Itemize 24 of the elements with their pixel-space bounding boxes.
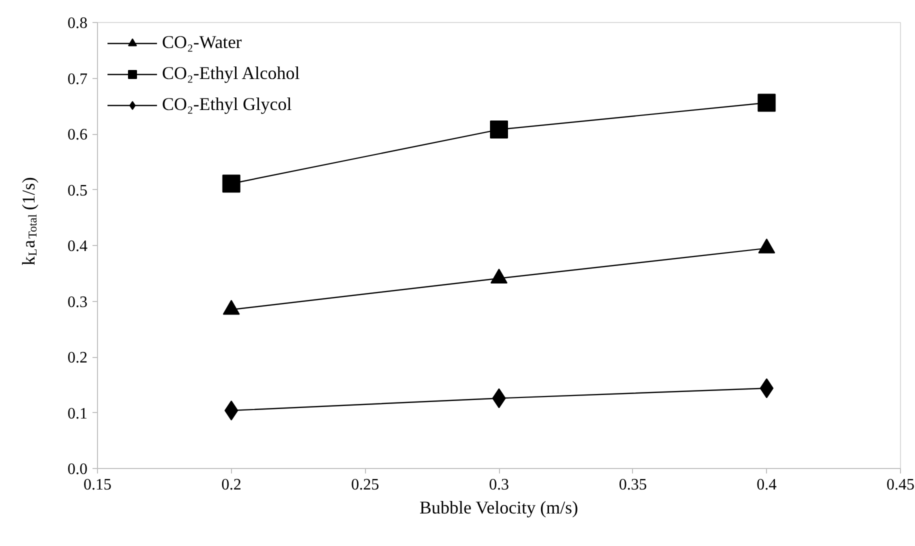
x-tick-label: 0.35 [618, 476, 647, 494]
legend-label: CO₂-Ethyl Glycol [162, 94, 292, 115]
point [222, 174, 240, 193]
x-tick-label: 0.25 [351, 476, 380, 494]
y-tick-label: 0.3 [68, 294, 88, 311]
y-tick-label: 0.7 [68, 70, 88, 88]
x-tick-label: 0.4 [756, 476, 777, 494]
point [490, 120, 508, 139]
legend-label: CO₂-Ethyl Alcohol [162, 63, 300, 84]
y-tick-label: 0.1 [68, 405, 88, 422]
y-axis-title: kLaTotal (1/s) [18, 177, 40, 266]
legend-label: CO₂-Water [162, 32, 242, 53]
y-tick-label: 0.0 [68, 461, 88, 478]
x-tick-label: 0.3 [489, 476, 509, 494]
x-tick-label: 0.45 [886, 476, 914, 494]
y-tick-label: 0.8 [68, 15, 88, 32]
y-tick-label: 0.4 [68, 238, 88, 255]
y-tick-label: 0.6 [68, 126, 88, 144]
y-tick-label: 0.5 [68, 182, 88, 200]
point [758, 94, 776, 112]
y-tick-label: 0.2 [68, 350, 88, 366]
x-axis-title: Bubble Velocity (m/s) [420, 498, 578, 518]
x-tick-label: 0.15 [84, 476, 112, 494]
x-tick-label: 0.2 [221, 476, 242, 494]
